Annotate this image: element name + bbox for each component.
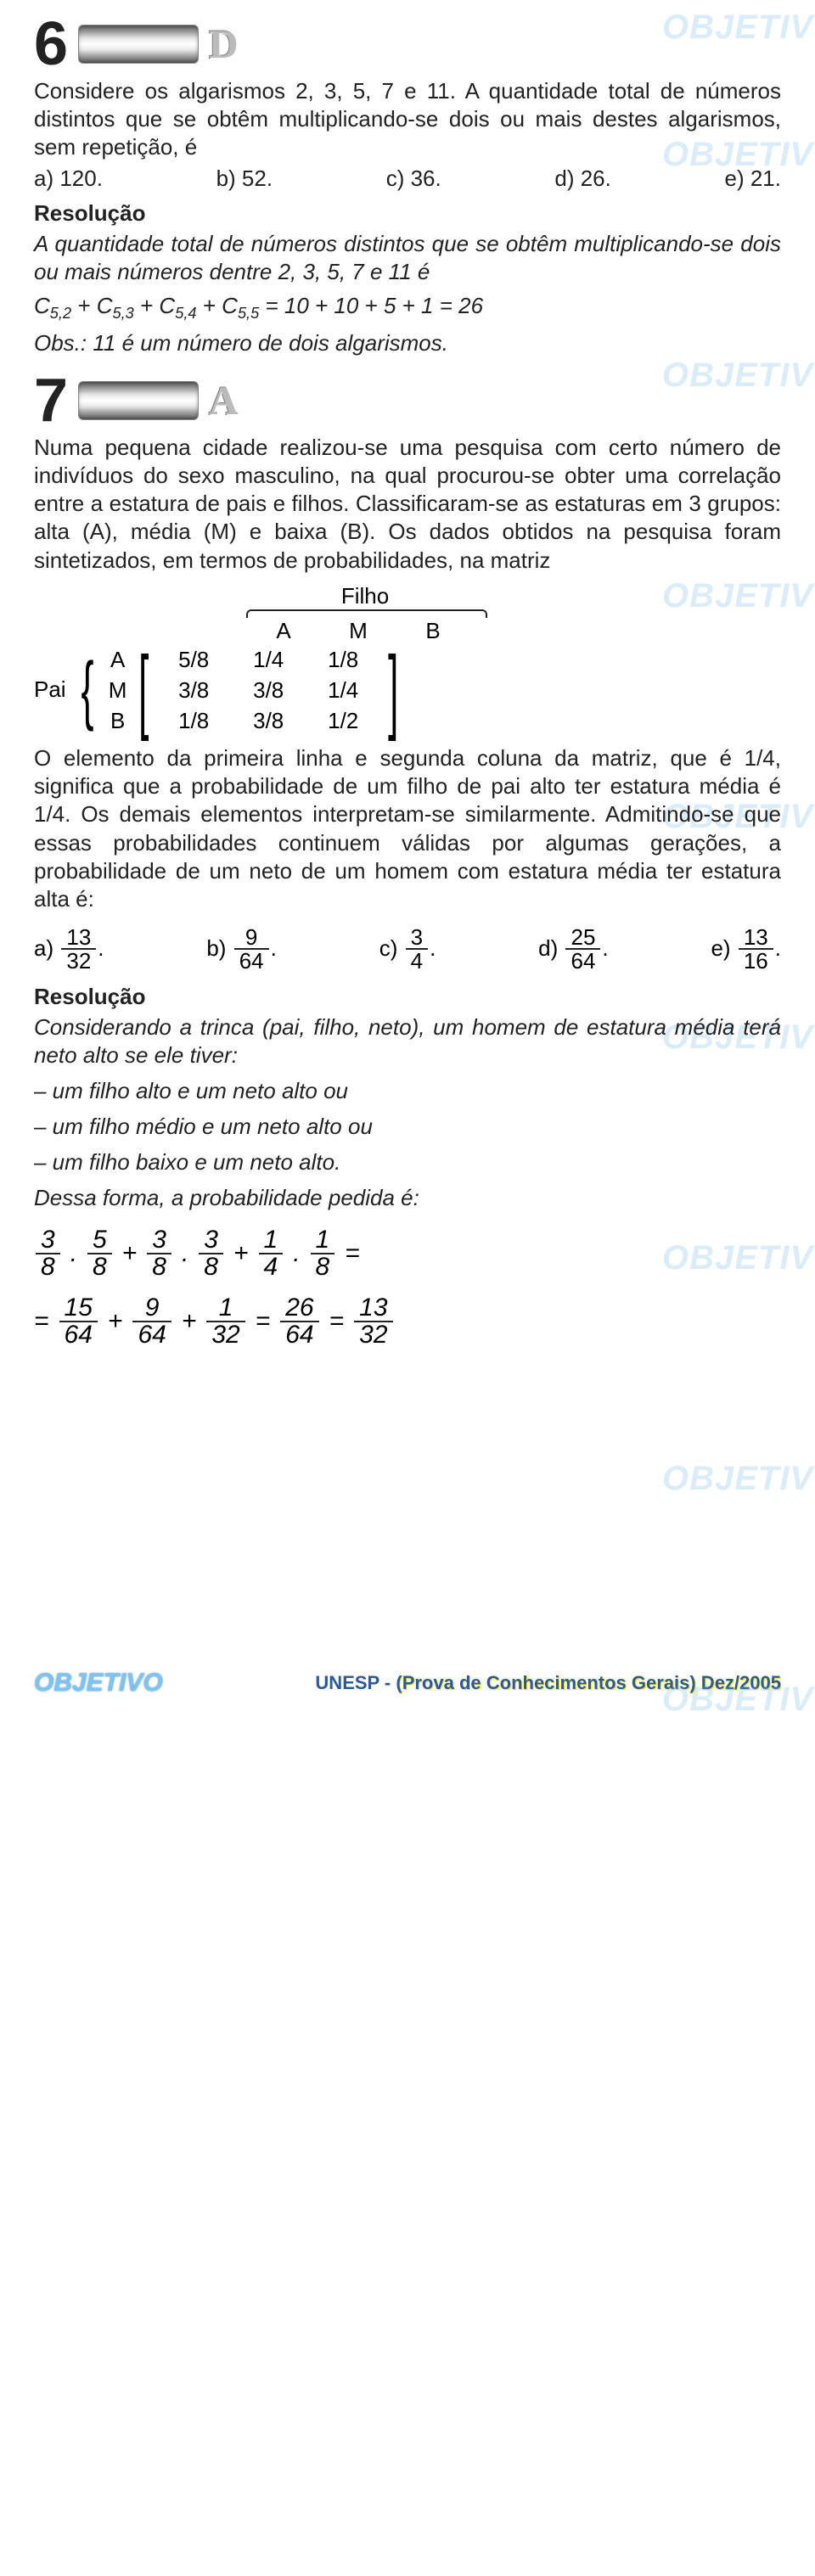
row-A: A	[105, 644, 131, 675]
opt-a-label: a)	[34, 935, 53, 962]
q6-opt-b: b) 52.	[216, 166, 273, 192]
q7-stem2: O elemento da primeira linha e segunda c…	[34, 744, 781, 914]
q7-res-li3: – um filho baixo e um neto alto.	[34, 1148, 781, 1177]
matrix-table: 5/8 1/4 1/8 3/8 3/8 1/4 1/8 3/8 1/2	[156, 644, 380, 736]
col-A: A	[246, 618, 321, 644]
q7-opt-e: e) 1316.	[711, 926, 781, 972]
opt-e-den: 16	[739, 950, 773, 972]
m12: 1/4	[306, 675, 380, 705]
opt-a-num: 13	[61, 926, 96, 950]
row-M: M	[105, 675, 131, 705]
footer-logo: OBJETIVO	[34, 1669, 163, 1698]
opt-e-num: 13	[739, 926, 773, 950]
q7-options: a) 1332. b) 964. c) 34. d) 2564. e) 1316…	[34, 926, 781, 972]
q6-answer: D	[209, 21, 239, 68]
m20: 1/8	[156, 705, 231, 736]
opt-d-num: 25	[565, 926, 600, 950]
m21: 3/8	[231, 705, 306, 736]
q7-header: 7 A	[34, 373, 781, 429]
m10: 3/8	[156, 675, 231, 705]
col-M: M	[321, 618, 396, 644]
q6-number: 6	[34, 17, 68, 72]
q6-opt-d: d) 26.	[554, 166, 611, 192]
pai-brace: {	[81, 652, 93, 728]
footer-rest: (Prova de Conhecimentos Gerais) Dez/2005	[396, 1672, 781, 1693]
q6-opt-c: c) 36.	[386, 166, 441, 192]
q7-res-li1: – um filho alto e um neto alto ou	[34, 1077, 781, 1106]
opt-c-den: 4	[406, 950, 428, 972]
q6-options: a) 120. b) 52. c) 36. d) 26. e) 21.	[34, 166, 781, 192]
opt-b-label: b)	[206, 935, 226, 962]
pai-label: Pai	[34, 676, 66, 703]
footer-exam: UNESP - (Prova de Conhecimentos Gerais) …	[315, 1672, 781, 1694]
filho-brace	[246, 609, 487, 618]
opt-b-den: 64	[234, 950, 269, 972]
q7-pill	[78, 381, 199, 420]
m00: 5/8	[156, 644, 231, 675]
m02: 1/8	[306, 644, 380, 675]
opt-e-label: e)	[711, 935, 730, 962]
q7-opt-a: a) 1332.	[34, 926, 104, 972]
page-content: 6 D Considere os algarismos 2, 3, 5, 7 e…	[0, 0, 815, 1652]
q7-opt-b: b) 964.	[206, 926, 277, 972]
q6-opt-e: e) 21.	[724, 166, 781, 192]
right-bracket-icon: ]	[388, 649, 398, 730]
opt-d-den: 64	[565, 950, 600, 972]
q6-res-eq: C5,2 + C5,3 + C5,4 + C5,5 = 10 + 10 + 5 …	[34, 292, 781, 324]
q7-answer: A	[209, 378, 239, 424]
q6-stem: Considere os algarismos 2, 3, 5, 7 e 11.…	[34, 77, 781, 162]
m22: 1/2	[306, 705, 380, 736]
q6-opt-a: a) 120.	[34, 166, 103, 192]
row-B: B	[105, 705, 131, 736]
q6-pill	[78, 25, 199, 64]
q7-opt-d: d) 2564.	[538, 926, 609, 972]
m01: 1/4	[231, 644, 306, 675]
opt-c-label: c)	[379, 935, 398, 962]
left-bracket-icon: [	[138, 649, 149, 730]
opt-a-den: 32	[61, 950, 96, 972]
m11: 3/8	[231, 675, 306, 705]
q7-number: 7	[34, 373, 68, 429]
q7-res-body1: Considerando a trinca (pai, filho, neto)…	[34, 1013, 781, 1071]
q6-res-title: Resolução	[34, 200, 781, 227]
q7-res-title: Resolução	[34, 984, 781, 1010]
q7-eq1: 38.58+38.38+14.18=	[34, 1227, 781, 1280]
col-B: B	[396, 618, 470, 644]
q7-res-body2: Dessa forma, a probabilidade pedida é:	[34, 1184, 781, 1213]
filho-label: Filho	[238, 583, 492, 609]
q6-res-body1: A quantidade total de números distintos …	[34, 230, 781, 288]
opt-c-num: 3	[406, 926, 428, 950]
opt-b-num: 9	[234, 926, 269, 950]
footer-prefix: UNESP -	[315, 1672, 396, 1693]
matrix-row: Pai { A M B [ 5/8 1/4 1/8 3/8 3/8 1/4	[34, 644, 781, 736]
q7-stem: Numa pequena cidade realizou-se uma pesq…	[34, 434, 781, 575]
q6-header: 6 D	[34, 17, 781, 72]
q7-opt-c: c) 34.	[379, 926, 436, 972]
q7-eq2: =1564+964+132=2664=1332	[34, 1295, 781, 1348]
opt-d-label: d)	[538, 935, 558, 962]
q6-res-obs: Obs.: 11 é um número de dois algarismos.	[34, 329, 781, 358]
q7-matrix-block: Filho A M B Pai { A M B [ 5/8 1/4 1/8	[34, 583, 781, 736]
footer: OBJETIVO UNESP - (Prova de Conhecimentos…	[0, 1652, 815, 1723]
q7-res-li2: – um filho médio e um neto alto ou	[34, 1113, 781, 1142]
row-labels: A M B	[105, 644, 131, 736]
